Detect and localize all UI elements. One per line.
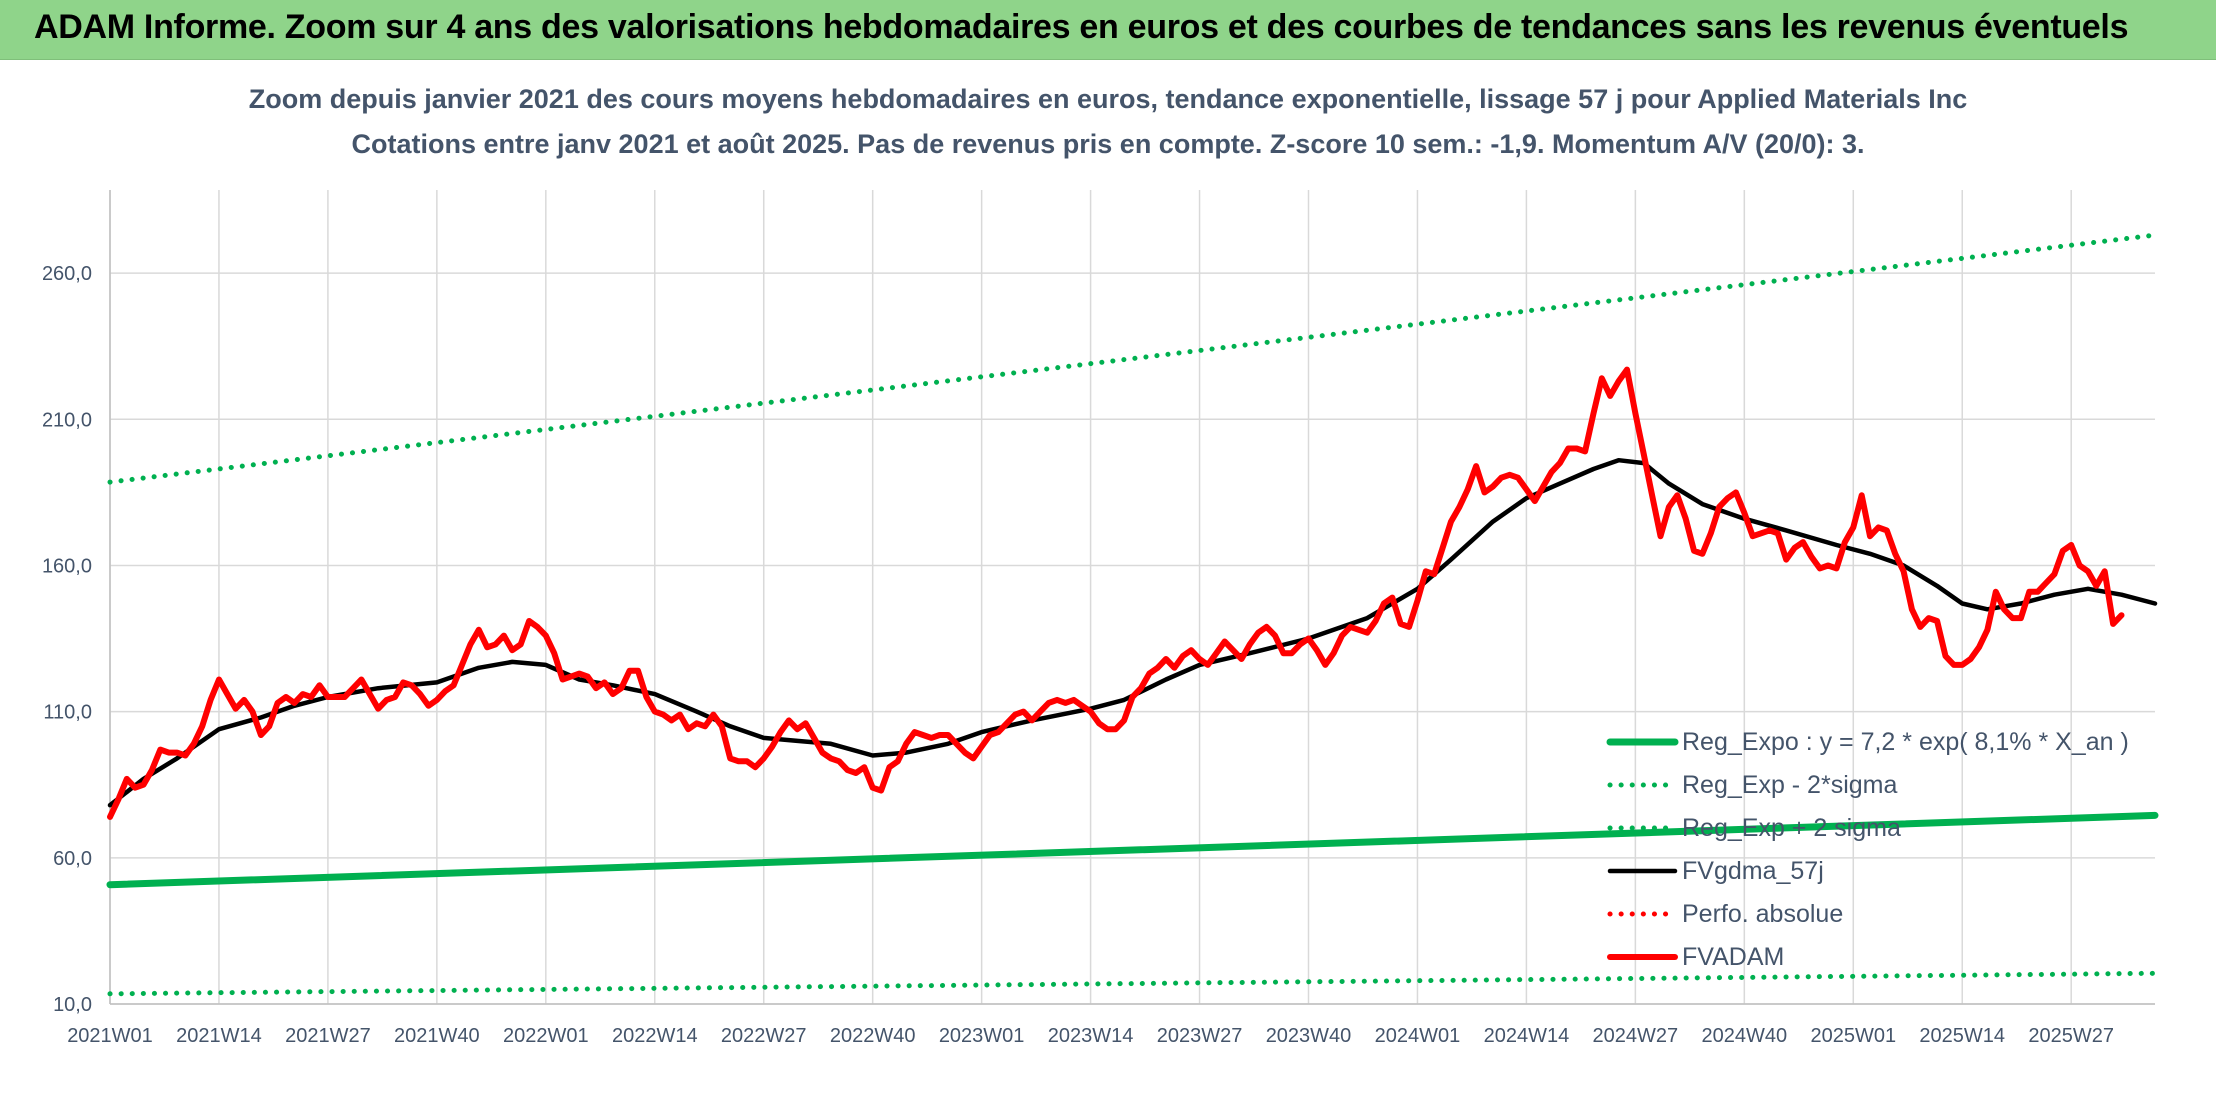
legend-label: Perfo. absolue [1682,900,1843,928]
x-tick-label: 2024W40 [1702,1025,1788,1047]
x-tick-label: 2021W01 [67,1025,153,1047]
legend-label: FVADAM [1682,943,1784,971]
x-tick-label: 2022W01 [503,1025,589,1047]
y-tick-label: 260,0 [42,263,92,285]
chart-axes: 2021W01 2021W14 2021W27 2021W40 2022W01 2022W… [42,190,2155,1047]
chart-background [0,60,2216,1102]
x-tick-label: 2024W14 [1484,1025,1570,1047]
x-tick-label: 2021W27 [285,1025,371,1047]
x-tick-label: 2023W14 [1048,1025,1134,1047]
y-tick-label: 60,0 [53,848,92,870]
chart-title: Zoom depuis janvier 2021 des cours moyen… [249,84,1968,114]
series-line-fvgdma-57j [107,457,2158,808]
x-tick-label: 2023W40 [1266,1025,1352,1047]
x-tick-label: 2022W27 [721,1025,807,1047]
x-tick-label: 2022W40 [830,1025,916,1047]
report-banner-title: ADAM Informe. Zoom sur 4 ans des valoris… [34,8,2129,46]
chart-legend: Reg_Expo : y = 7,2 * exp( 8,1% * X_an ) R… [1606,728,2129,971]
series-line-reg-expo-y-7-2-exp-8-1-x-an [106,811,2159,889]
legend-label: FVgdma_57j [1682,857,1824,885]
x-tick-label: 2023W01 [939,1025,1025,1047]
legend-label: Reg_Exp - 2*sigma [1682,771,1897,799]
chart-subtitle: Cotations entre janv 2021 et août 2025. … [351,129,1864,159]
series-line-fvadam [107,366,2125,820]
series-line-reg-exp-2-sigma [107,232,2158,485]
legend-label: Reg_Expo : y = 7,2 * exp( 8,1% * X_an ) [1682,728,2129,756]
x-tick-label: 2025W27 [2028,1025,2114,1047]
x-tick-label: 2024W01 [1375,1025,1461,1047]
x-tick-label: 2021W14 [176,1025,262,1047]
series-line-reg-exp-2-sigma [107,970,2158,997]
line-chart: Zoom depuis janvier 2021 des cours moyen… [0,60,2216,1102]
chart-area: Zoom depuis janvier 2021 des cours moyen… [0,60,2216,1102]
y-tick-label: 160,0 [42,555,92,577]
y-tick-label: 210,0 [42,409,92,431]
x-tick-label: 2022W14 [612,1025,698,1047]
chart-series [106,232,2159,997]
y-tick-label: 110,0 [43,702,92,724]
x-tick-label: 2025W14 [1919,1025,2005,1047]
x-tick-label: 2024W27 [1593,1025,1679,1047]
legend-label: Reg_Exp + 2 sigma [1682,814,1901,842]
x-tick-label: 2021W40 [394,1025,480,1047]
y-tick-label: 10,0 [53,994,92,1016]
x-tick-label: 2025W01 [1810,1025,1896,1047]
report-banner: ADAM Informe. Zoom sur 4 ans des valoris… [0,0,2216,60]
x-tick-label: 2023W27 [1157,1025,1243,1047]
